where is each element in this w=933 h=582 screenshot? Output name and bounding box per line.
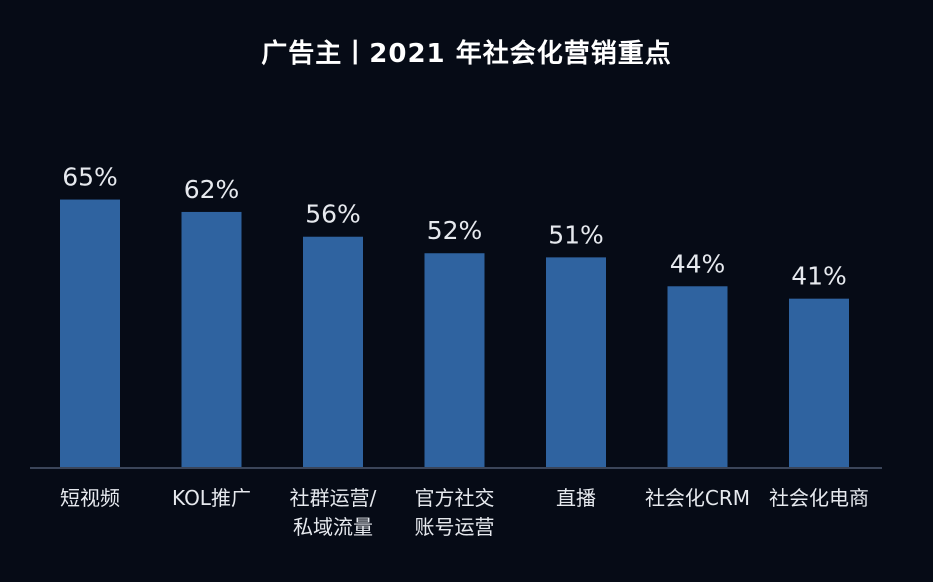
bar-4 [546, 257, 606, 468]
category-label-3-line-0: 官方社交 [415, 486, 495, 510]
category-label-2-line-1: 私域流量 [293, 515, 373, 539]
bar-2 [303, 236, 363, 468]
bar-1 [181, 211, 242, 468]
category-label-3-line-1: 账号运营 [415, 515, 495, 539]
value-label-6: 41% [791, 262, 847, 291]
category-label-2-line-0: 社群运营/ [290, 486, 377, 510]
category-label-0: 短视频 [60, 486, 120, 510]
category-label-4: 直播 [556, 486, 596, 510]
category-label-6: 社会化电商 [769, 486, 869, 510]
bar-6 [789, 298, 849, 468]
category-label-5: 社会化CRM [645, 486, 750, 510]
value-label-2: 56% [305, 200, 361, 229]
value-label-5: 44% [670, 249, 726, 278]
value-label-1: 62% [184, 175, 240, 204]
category-label-1: KOL推广 [172, 486, 251, 510]
value-label-0: 65% [62, 163, 118, 192]
bar-5 [667, 286, 728, 468]
bar-0 [60, 199, 120, 469]
value-label-4: 51% [548, 220, 604, 249]
value-label-3: 52% [427, 216, 483, 245]
chart-title: 广告主丨2021 年社会化营销重点 [261, 39, 672, 69]
bar-3 [424, 253, 485, 468]
